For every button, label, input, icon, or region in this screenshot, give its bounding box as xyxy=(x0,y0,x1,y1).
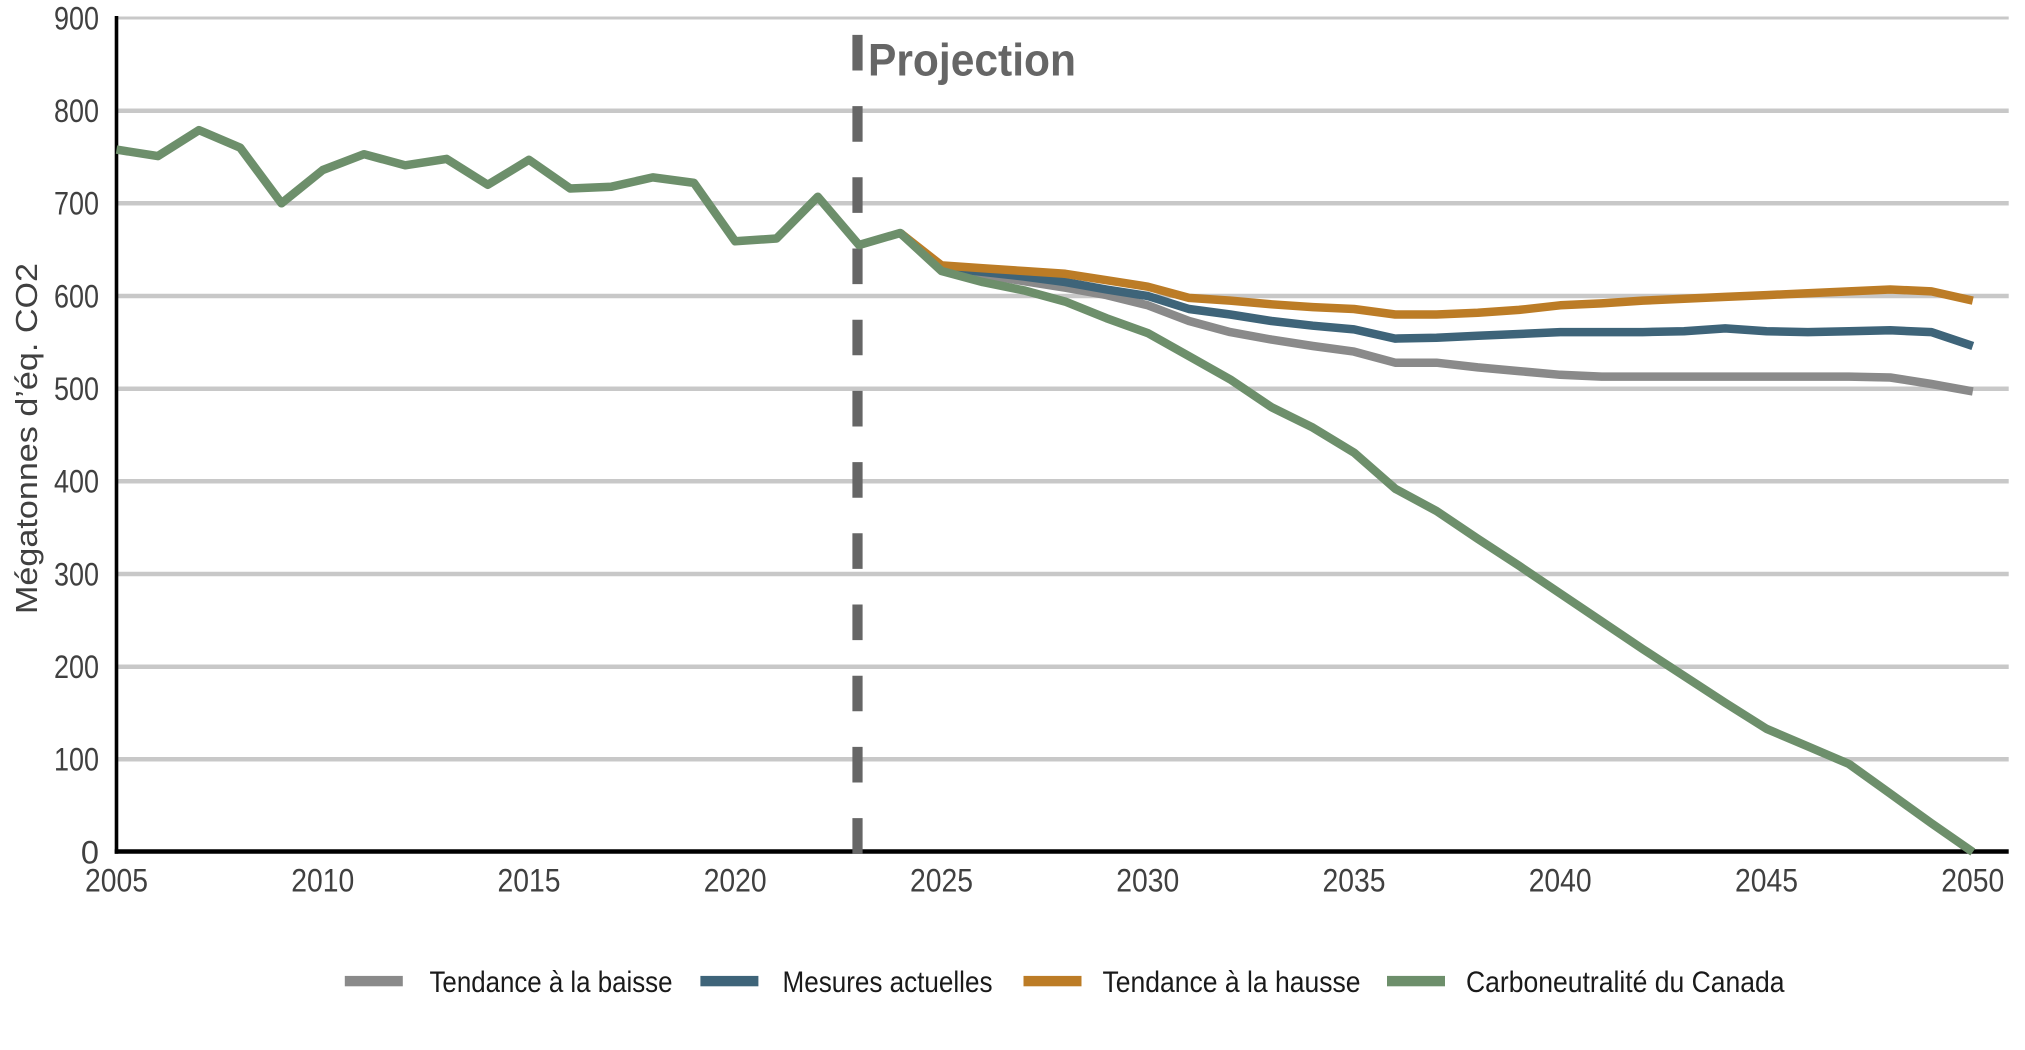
svg-text:500: 500 xyxy=(54,371,99,407)
svg-text:2045: 2045 xyxy=(1735,863,1798,899)
svg-text:2035: 2035 xyxy=(1323,863,1386,899)
svg-text:Tendance à la baisse: Tendance à la baisse xyxy=(430,966,673,999)
svg-text:0: 0 xyxy=(81,834,99,870)
svg-text:800: 800 xyxy=(54,93,99,129)
svg-text:2015: 2015 xyxy=(498,863,561,899)
svg-text:300: 300 xyxy=(54,556,99,592)
svg-text:2010: 2010 xyxy=(291,863,354,899)
svg-text:600: 600 xyxy=(54,278,99,314)
svg-text:2030: 2030 xyxy=(1116,863,1179,899)
svg-text:900: 900 xyxy=(54,0,99,36)
svg-text:700: 700 xyxy=(54,186,99,222)
svg-text:2050: 2050 xyxy=(1941,863,2004,899)
svg-text:400: 400 xyxy=(54,464,99,500)
svg-text:2040: 2040 xyxy=(1529,863,1592,899)
svg-text:200: 200 xyxy=(54,649,99,685)
svg-text:2005: 2005 xyxy=(85,863,148,899)
svg-text:Mesures actuelles: Mesures actuelles xyxy=(783,966,993,999)
svg-text:Tendance à la hausse: Tendance à la hausse xyxy=(1103,966,1361,999)
svg-text:2020: 2020 xyxy=(704,863,767,899)
svg-text:2025: 2025 xyxy=(910,863,973,899)
svg-text:Projection: Projection xyxy=(868,35,1076,86)
svg-text:100: 100 xyxy=(54,742,99,778)
svg-text:Carboneutralité du Canada: Carboneutralité du Canada xyxy=(1466,966,1785,999)
svg-text:Mégatonnes d’éq. CO2: Mégatonnes d’éq. CO2 xyxy=(9,263,44,614)
